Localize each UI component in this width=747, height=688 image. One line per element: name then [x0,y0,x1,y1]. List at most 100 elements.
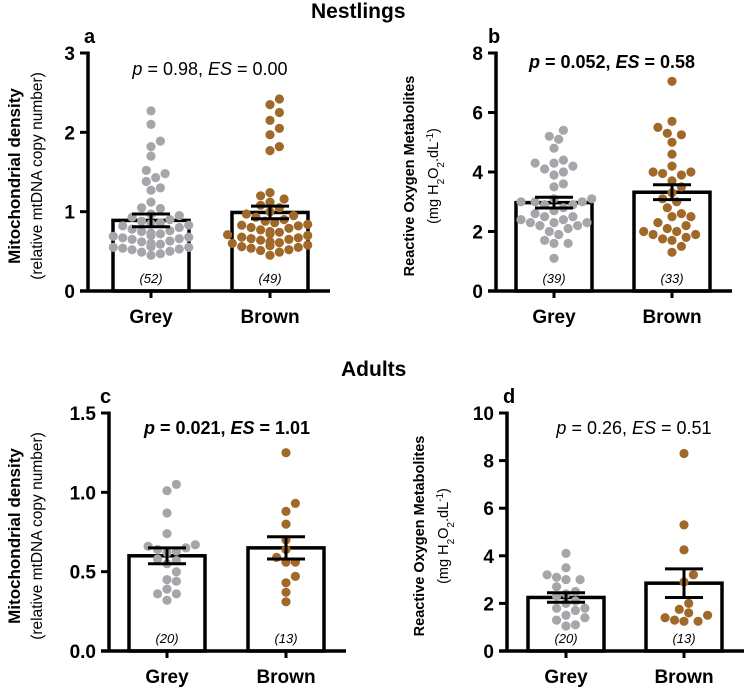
data-point-grey [558,125,569,135]
y-tick-label: 1.5 [70,404,97,425]
data-point-brown [289,211,299,221]
data-point-brown [274,107,284,118]
data-point-grey [162,486,172,496]
data-point-grey [155,203,165,214]
y-tick-label: 10 [473,404,494,425]
y-axis-subtitle-part: .dL [426,142,442,162]
data-point-grey [549,218,559,228]
data-point-grey [535,221,545,231]
stats-value: = 0.021, [155,418,231,438]
y-axis-subtitle: (relative mtDNA copy number) [29,432,46,640]
data-point-brown [281,587,291,597]
data-point-grey [542,570,552,580]
data-point-grey [162,595,172,605]
data-point-brown [639,226,649,237]
data-point-grey [146,238,156,248]
stats-value: = 0.00 [232,59,288,79]
data-point-grey [127,234,137,244]
data-point-grey [587,194,597,204]
data-point-grey [184,242,194,252]
data-point-brown [274,94,284,104]
stats-label: p [528,52,540,72]
stats-label: p [131,59,142,79]
data-point-grey [552,582,562,592]
panel-a: a Mitochondrial density (relative mtDNA co… [5,26,330,328]
data-point-grey [561,548,571,559]
y-tick-label: 2 [472,223,483,244]
data-point-brown [662,223,672,234]
data-point-brown [660,613,670,623]
data-point-brown [686,167,696,177]
data-point-grey [561,563,571,573]
data-point-grey [563,223,573,234]
sample-size-label: (13) [672,631,695,646]
data-point-grey [141,176,151,187]
data-point-grey [171,479,181,489]
stats-value: = 0.58 [640,52,696,72]
data-point-grey [525,218,536,228]
y-axis-subtitle-part: (mg H [436,544,452,583]
data-point-grey [549,253,559,263]
y-tick-label: 8 [472,44,483,65]
y-tick-label: 8 [483,452,494,473]
data-point-brown [684,608,694,618]
data-point-grey [165,236,175,246]
data-point-brown [648,167,658,177]
data-point-grey [577,197,587,207]
stats-value: = 0.98, [142,59,208,79]
data-point-grey [108,242,118,252]
x-tick-label: Brown [654,667,713,688]
stats-value: = 0.26, [566,418,632,438]
data-point-grey [549,143,559,153]
data-point-brown [284,223,294,233]
data-point-grey [516,197,526,207]
data-point-grey [137,247,147,257]
data-point-grey [575,575,585,585]
data-point-grey [554,134,564,144]
y-tick-label: 0 [64,282,75,303]
data-point-grey [174,244,184,254]
y-axis-subtitle-part: -1 [425,133,436,142]
data-point-brown [662,203,672,213]
data-point-grey [540,212,550,222]
data-point-grey [153,589,163,599]
data-point-grey [516,215,526,225]
y-tick-label: 0 [483,642,494,663]
data-point-brown [672,226,682,237]
data-point-brown [274,123,284,133]
data-point-grey [184,220,194,230]
data-point-grey [549,158,559,168]
stats-annotation: p = 0.98, ES = 0.00 [131,59,287,79]
x-tick-label: Grey [544,667,588,688]
data-point-grey [155,229,165,239]
data-point-brown [693,616,703,626]
data-point-grey [118,221,128,231]
y-tick-label: 4 [472,163,483,184]
data-point-brown [681,221,691,231]
data-point-grey [563,238,573,248]
y-axis-subtitle-part: (mg H [426,184,442,223]
data-point-brown [246,243,256,253]
data-point-grey [570,620,581,630]
stats-value: = 0.052, [540,52,616,72]
x-tick-label: Grey [145,667,189,688]
data-point-brown [290,498,300,508]
data-point-grey [171,589,181,599]
data-point-grey [580,603,590,613]
x-tick-label: Grey [129,307,173,328]
data-point-brown [667,247,677,257]
data-point-grey [552,603,562,613]
sample-size-label: (52) [139,271,162,286]
data-point-grey [549,238,559,248]
data-point-brown [274,247,284,257]
y-axis-subtitle-part: O [426,168,442,179]
data-point-grey [544,131,554,141]
data-point-grey [549,182,559,192]
data-point-brown [679,545,689,555]
data-point-brown [274,238,284,248]
panel-letter: d [503,386,515,408]
data-point-grey [160,169,170,179]
data-point-brown [676,209,687,219]
data-point-grey [171,567,181,577]
